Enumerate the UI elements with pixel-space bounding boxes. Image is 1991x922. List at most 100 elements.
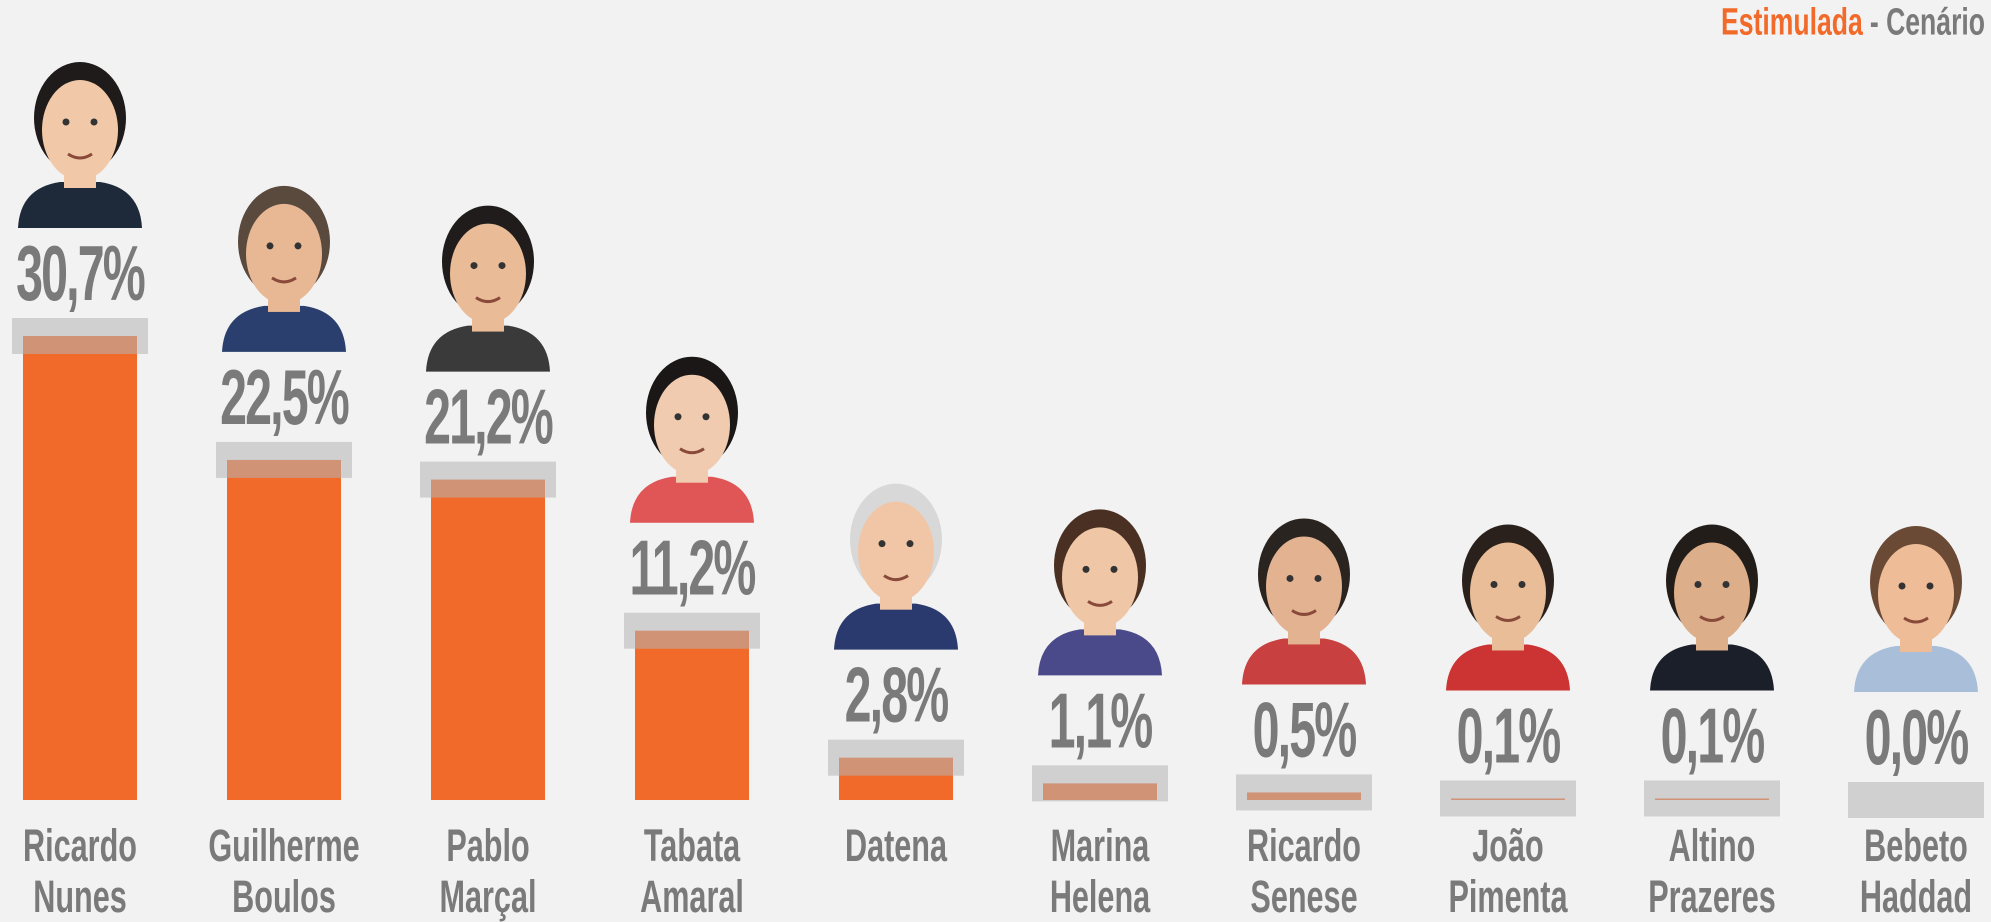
x-tick-label: Pablo Marçal (439, 820, 537, 922)
subtitle: Estimulada - Cenário (1721, 0, 1985, 42)
value-label-group: 0,0% (1865, 693, 1970, 781)
x-tick-label: Marina Helena (1049, 820, 1151, 922)
value-label: 2,8% (845, 651, 948, 739)
portrait-shoulders (222, 305, 346, 352)
portrait-mouth (1495, 615, 1521, 622)
portrait (630, 356, 754, 523)
portrait-eye (1110, 565, 1118, 573)
portrait-mouth (883, 574, 909, 582)
portrait-face (654, 374, 730, 475)
portrait-face (1674, 542, 1750, 643)
portrait-mouth (679, 447, 705, 455)
portrait-eye (62, 118, 70, 126)
portrait-eye (1314, 574, 1322, 582)
portrait-eye (1286, 574, 1294, 582)
portrait-shoulders (1650, 644, 1774, 691)
bar-cap (420, 461, 556, 498)
portrait (18, 61, 142, 228)
portrait-face (1266, 536, 1342, 637)
portrait-eye (90, 118, 98, 126)
portrait (1242, 518, 1366, 685)
portrait-eye (266, 242, 274, 250)
value-label: 0,1% (1457, 692, 1560, 780)
portrait-eye (1082, 565, 1090, 573)
portrait (1854, 526, 1978, 692)
subtitle-highlight: Estimulada (1721, 0, 1863, 42)
value-label: 0,0% (1865, 693, 1968, 781)
value-label: 21,2% (424, 373, 552, 461)
portrait-eye (878, 540, 886, 548)
bar-cap (1440, 780, 1576, 817)
bar (23, 335, 137, 800)
portrait-eye (1518, 580, 1526, 588)
portrait-mouth (1291, 609, 1317, 616)
x-tick-label: Altino Prazeres (1648, 820, 1776, 922)
portrait-mouth (475, 296, 501, 304)
bar-cap (216, 441, 352, 478)
x-tick-label: Tabata Amaral (640, 820, 744, 922)
x-tick-label: Datena (844, 820, 948, 871)
portrait-shoulders (1446, 644, 1570, 691)
bar-cap (624, 612, 760, 649)
portrait (426, 205, 550, 372)
value-label: 22,5% (220, 353, 348, 441)
portrait-shoulders (1038, 629, 1162, 676)
portrait-face (858, 501, 934, 602)
portrait-face (42, 79, 118, 180)
bar-cap (1236, 774, 1372, 811)
bar-cap (1644, 780, 1780, 817)
portrait-face (1062, 527, 1138, 628)
portrait-eye (498, 262, 506, 270)
portrait (222, 185, 346, 352)
portrait (834, 483, 958, 650)
portrait-shoulders (834, 603, 958, 650)
portrait-eye (674, 413, 682, 421)
value-label-group: 0,1% (1661, 692, 1766, 780)
portrait-mouth (271, 276, 297, 284)
bar-cap (12, 317, 148, 354)
bar (227, 459, 341, 800)
portrait-eye (702, 413, 710, 421)
portrait-mouth (1087, 600, 1113, 607)
value-label-group: 30,7% (16, 229, 146, 317)
portrait-eye (1694, 580, 1702, 588)
bar-cap (828, 739, 964, 776)
portrait-eye (294, 242, 302, 250)
value-label-group: 22,5% (220, 353, 350, 441)
value-label-group: 2,8% (845, 651, 950, 739)
bar-cap (1032, 765, 1168, 802)
portrait-eye (1722, 580, 1730, 588)
bar-cap (1848, 782, 1984, 818)
value-label-group: 0,5% (1253, 686, 1358, 774)
value-label: 1,1% (1049, 676, 1152, 764)
portrait-mouth (1699, 615, 1725, 622)
portrait-shoulders (630, 476, 754, 523)
x-tick-label: Ricardo Senese (1247, 820, 1361, 922)
x-tick-label: Ricardo Nunes (23, 820, 137, 922)
portrait-face (450, 223, 526, 324)
value-label: 0,5% (1253, 686, 1356, 774)
portrait-eye (1926, 582, 1934, 590)
value-label-group: 11,2% (629, 524, 757, 612)
portrait-face (246, 203, 322, 304)
portrait-eye (1898, 582, 1906, 590)
bar (635, 630, 749, 800)
portrait-eye (470, 262, 478, 270)
portrait (1650, 524, 1774, 691)
bar (431, 479, 545, 800)
value-label-group: 1,1% (1049, 676, 1154, 764)
value-label-group: 21,2% (424, 373, 554, 461)
x-tick-label: Bebeto Haddad (1859, 820, 1973, 922)
portrait-face (1878, 544, 1954, 644)
value-label: 0,1% (1661, 692, 1764, 780)
subtitle-rest: - Cenário (1870, 0, 1985, 42)
portrait-shoulders (1854, 646, 1978, 692)
value-label: 11,2% (629, 524, 755, 612)
x-tick-label: Guilherme Boulos (208, 820, 360, 922)
portrait-mouth (1903, 616, 1929, 624)
portrait-mouth (67, 152, 93, 160)
portrait-shoulders (18, 181, 142, 228)
portrait (1038, 509, 1162, 676)
